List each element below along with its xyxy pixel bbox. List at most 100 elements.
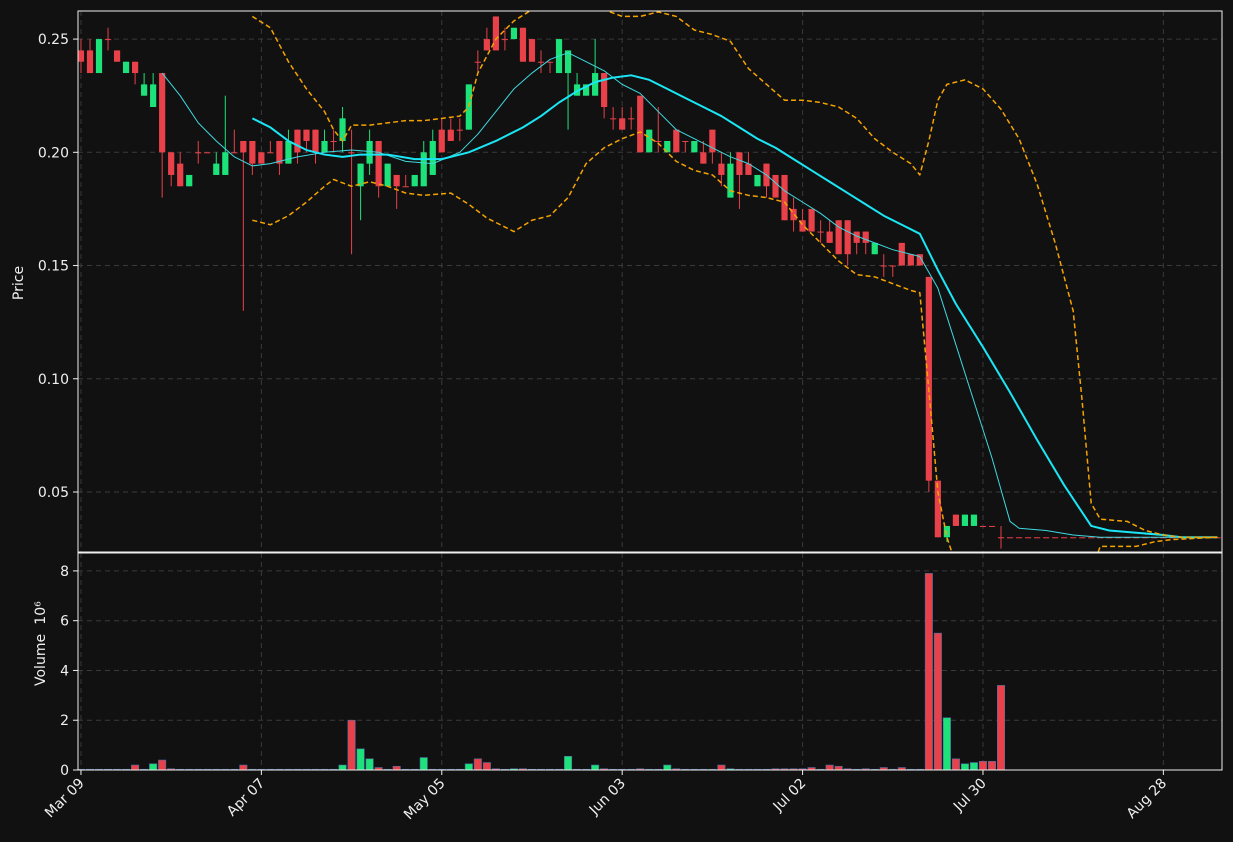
candle-body bbox=[492, 16, 499, 51]
candle-body bbox=[393, 174, 400, 187]
volume-bar bbox=[780, 768, 789, 770]
candle-body bbox=[817, 231, 824, 233]
candle-body bbox=[934, 480, 941, 538]
candle-body bbox=[808, 208, 815, 232]
candle-body bbox=[195, 152, 202, 154]
candle-body bbox=[213, 163, 220, 175]
volume-bar bbox=[726, 768, 735, 770]
volume-axis-label: Volume bbox=[33, 634, 49, 686]
volume-bar bbox=[997, 685, 1006, 770]
volume-frame bbox=[77, 552, 1223, 771]
candle-body bbox=[655, 140, 662, 142]
candle-body bbox=[231, 152, 238, 154]
candle-body bbox=[1106, 537, 1113, 539]
volume-bar bbox=[978, 760, 987, 770]
candle-body bbox=[240, 140, 247, 153]
volume-bar bbox=[942, 717, 951, 770]
candle-body bbox=[1033, 537, 1041, 539]
candle-body bbox=[664, 140, 671, 153]
candle-body bbox=[546, 61, 554, 63]
candle-body bbox=[790, 208, 797, 221]
volume-tick-label: 4 bbox=[60, 663, 69, 679]
candle-body bbox=[104, 39, 112, 41]
candle-body bbox=[835, 220, 842, 255]
candle-body bbox=[1160, 537, 1167, 539]
candle-body bbox=[348, 152, 355, 154]
candle-body bbox=[997, 537, 1005, 539]
candle-body bbox=[718, 163, 725, 175]
candle-body bbox=[1006, 537, 1014, 539]
volume-bar bbox=[960, 763, 969, 770]
volume-bar bbox=[374, 767, 383, 770]
candle-body bbox=[456, 129, 463, 131]
candle-body bbox=[880, 265, 887, 267]
candle-body bbox=[122, 61, 130, 74]
candle-body bbox=[150, 84, 157, 108]
volume-bar bbox=[924, 573, 933, 770]
candle-body bbox=[1115, 537, 1122, 539]
candle-body bbox=[1097, 537, 1104, 539]
candle-body bbox=[970, 514, 978, 526]
volume-tick-label: 6 bbox=[60, 614, 69, 630]
price-axis-label: Price bbox=[11, 266, 27, 300]
candle-body bbox=[916, 254, 923, 266]
volume-tick-label: 8 bbox=[60, 564, 69, 580]
moving-average-line bbox=[251, 74, 1218, 539]
candle-body bbox=[889, 265, 896, 267]
candle-body bbox=[222, 152, 229, 175]
candle-body bbox=[745, 163, 752, 175]
volume-bar bbox=[491, 768, 500, 770]
volume-bar bbox=[807, 767, 816, 770]
volume-bar bbox=[825, 764, 834, 770]
candle-body bbox=[1142, 537, 1149, 539]
volume-bar bbox=[834, 765, 843, 770]
candle-body bbox=[78, 50, 85, 62]
candle-body bbox=[564, 50, 572, 74]
candle-body bbox=[177, 163, 184, 187]
candle-body bbox=[447, 129, 454, 141]
volume-tick-label: 2 bbox=[60, 713, 69, 729]
candle-body bbox=[474, 61, 481, 63]
volume-bar bbox=[464, 763, 473, 770]
candle-body bbox=[113, 50, 121, 62]
candle-body bbox=[519, 27, 527, 62]
volume-bar bbox=[591, 764, 600, 770]
candle-body bbox=[429, 140, 436, 175]
volume-bar bbox=[365, 758, 374, 770]
candle-body bbox=[961, 514, 969, 526]
candle-body bbox=[465, 84, 472, 130]
candle-body bbox=[601, 73, 608, 108]
y-tick-label: 0.05 bbox=[38, 485, 69, 501]
candle-body bbox=[1133, 537, 1140, 539]
candle-body bbox=[619, 118, 626, 130]
candle-body bbox=[131, 61, 139, 74]
volume-bar bbox=[798, 768, 807, 770]
candle-body bbox=[781, 174, 788, 221]
volume-bar bbox=[789, 768, 798, 770]
candle-body bbox=[673, 129, 680, 153]
volume-bar bbox=[509, 768, 518, 770]
candle-body bbox=[1151, 537, 1158, 539]
volume-bar bbox=[861, 768, 870, 770]
volume-scale-label: 10⁶ bbox=[33, 601, 49, 625]
volume-bar bbox=[951, 758, 960, 770]
volume-bar bbox=[969, 762, 978, 770]
y-tick-label: 0.10 bbox=[38, 372, 69, 388]
candle-body bbox=[276, 140, 283, 164]
volume-bar bbox=[600, 768, 609, 770]
candle-body bbox=[141, 84, 148, 96]
candle-body bbox=[204, 152, 211, 154]
candle-body bbox=[988, 525, 996, 527]
candle-body bbox=[898, 242, 905, 266]
candle-body bbox=[871, 242, 878, 255]
volume-bar bbox=[987, 760, 996, 770]
volume-bar bbox=[473, 758, 482, 770]
candle-body bbox=[375, 140, 382, 187]
candle-body bbox=[1124, 537, 1131, 539]
candle-body bbox=[1088, 537, 1095, 539]
candle-body bbox=[384, 163, 391, 187]
candle-body bbox=[709, 129, 716, 153]
candle-body bbox=[1169, 537, 1176, 539]
volume-bar bbox=[933, 632, 942, 770]
